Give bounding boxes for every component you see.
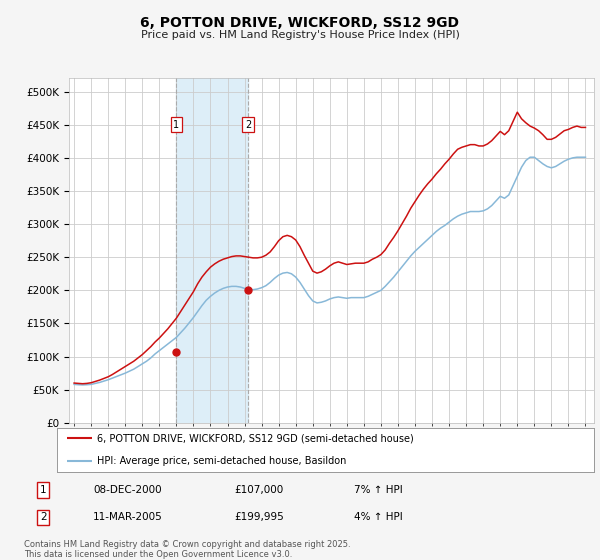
Text: £107,000: £107,000 [234, 485, 283, 495]
Text: £199,995: £199,995 [234, 512, 284, 522]
Text: 08-DEC-2000: 08-DEC-2000 [93, 485, 161, 495]
Text: 6, POTTON DRIVE, WICKFORD, SS12 9GD: 6, POTTON DRIVE, WICKFORD, SS12 9GD [140, 16, 460, 30]
Text: Price paid vs. HM Land Registry's House Price Index (HPI): Price paid vs. HM Land Registry's House … [140, 30, 460, 40]
Text: 2: 2 [40, 512, 47, 522]
Bar [176, 78, 248, 423]
Text: 1: 1 [173, 120, 179, 130]
Text: 7% ↑ HPI: 7% ↑ HPI [354, 485, 403, 495]
Text: 2: 2 [245, 120, 251, 130]
Text: 11-MAR-2005: 11-MAR-2005 [93, 512, 163, 522]
Text: HPI: Average price, semi-detached house, Basildon: HPI: Average price, semi-detached house,… [97, 456, 347, 466]
Text: 1: 1 [40, 485, 47, 495]
Text: 4% ↑ HPI: 4% ↑ HPI [354, 512, 403, 522]
Text: 6, POTTON DRIVE, WICKFORD, SS12 9GD (semi-detached house): 6, POTTON DRIVE, WICKFORD, SS12 9GD (sem… [97, 433, 414, 444]
Text: Contains HM Land Registry data © Crown copyright and database right 2025.
This d: Contains HM Land Registry data © Crown c… [24, 540, 350, 559]
